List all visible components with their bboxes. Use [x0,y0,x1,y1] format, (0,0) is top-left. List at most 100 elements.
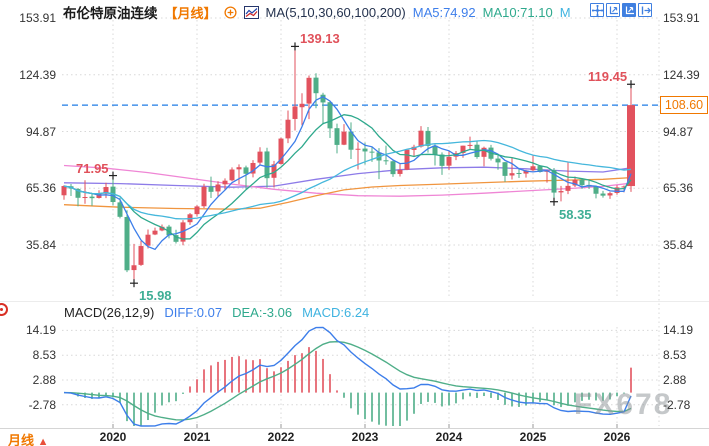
pan-crosshair-button[interactable] [590,3,604,17]
period-selector[interactable]: 月线 ▲ [8,430,49,446]
candle-body [614,187,620,193]
macd-dea-value: DEA:-3.06 [232,305,293,320]
price-axis-label-left: 35.84 [25,238,56,252]
year-label: 2023 [351,430,379,444]
candle-body [369,151,375,153]
candle-body [194,206,200,215]
axis-scale-active-button[interactable] [622,3,636,17]
price-axis-label-left: 124.39 [19,67,56,82]
candle-body [236,167,242,170]
panel-divider [0,301,709,302]
year-label: 2021 [183,430,211,444]
candle-body [285,119,291,139]
annotation-label: 119.45 [588,69,628,85]
candle-body [145,234,151,246]
price-axis-label-right: 65.36 [663,181,694,196]
candle-body [627,105,635,187]
candle-body [467,144,473,146]
ma200-line [63,176,632,210]
ma5-line [63,95,632,251]
candle-body [89,196,95,199]
short-ma-layer [63,95,632,251]
candle-body [320,94,326,103]
period-tag[interactable]: 【月线】 [164,5,217,21]
price-axis-label-right: 94.87 [663,124,694,139]
marker-layer [109,42,635,288]
ma5-value: MA5:74.92 [412,4,476,20]
annotation-label: 15.98 [139,288,172,304]
candle-body [418,130,424,147]
candle-body [229,169,235,181]
candle-body [355,148,361,150]
candle-body [509,173,515,176]
year-label: 2024 [435,430,463,444]
candle-body [299,103,305,108]
price-axis-label-left: 94.87 [25,124,56,139]
year-label: 2026 [603,430,631,444]
candle-body [173,235,179,242]
candle-body [439,154,445,166]
indicator-settings-icon[interactable] [0,303,8,316]
candle-body [271,164,277,178]
macd-axis-label-left: 14.19 [25,323,56,338]
last-price-badge: 108.60 [660,96,708,115]
candle-body [131,265,137,271]
candle-body [82,197,88,199]
year-label: 2022 [267,430,295,444]
candle-body [558,191,564,193]
period-selector-label: 月线 [8,433,35,446]
candle-body [502,162,508,176]
watermark: FX678 [574,388,673,421]
ma30-line [63,139,632,220]
candle-body [222,180,228,185]
candle-body [96,193,102,198]
axis-scale-button[interactable] [606,3,620,17]
candle-body [481,147,487,157]
candle-body [278,138,284,164]
candle-body [103,187,109,194]
price-axis-label-right: 124.39 [663,67,700,82]
candle-body [327,102,333,129]
price-axis-label-right: 153.91 [663,11,700,25]
line-chart-icon[interactable] [243,5,259,19]
candle-body [264,151,270,179]
candle-body [621,186,627,188]
candle-body [61,186,67,196]
year-label: 2020 [99,430,127,444]
x-axis-line [0,428,709,429]
ma10-value: MA10:71.10 [482,4,553,20]
long-ma-layer [63,164,632,210]
candle-body [446,156,452,166]
candle-body [390,161,396,175]
candle-body [383,160,389,162]
candlestick-layer [61,46,635,284]
macd-params-label: MACD(26,12,9) [64,305,155,320]
candle-body [607,193,613,196]
price-axis-label-right: 35.84 [663,238,694,252]
candle-body [523,170,529,174]
add-indicator-icon[interactable] [223,5,237,19]
candle-body [201,186,207,207]
candle-body [152,230,158,235]
annotation-label: 58.35 [559,206,592,222]
exit-fullscreen-button[interactable] [638,3,652,17]
candle-body [460,145,466,153]
candle-body [341,131,347,145]
candle-body [537,166,543,173]
macd-axis-label-left: 2.88 [32,372,56,387]
candle-body [397,169,403,174]
candle-body [593,186,599,194]
candle-body [495,158,501,163]
diff-line [63,326,632,427]
candle-body [334,128,340,145]
candle-body [257,151,263,163]
chart-toolbar [590,3,652,17]
candle-body [432,145,438,155]
ma-more-truncated: M [559,4,571,20]
candle-body [551,170,557,193]
candle-body [572,179,578,186]
candle-body [208,186,214,192]
candle-body [516,172,522,174]
